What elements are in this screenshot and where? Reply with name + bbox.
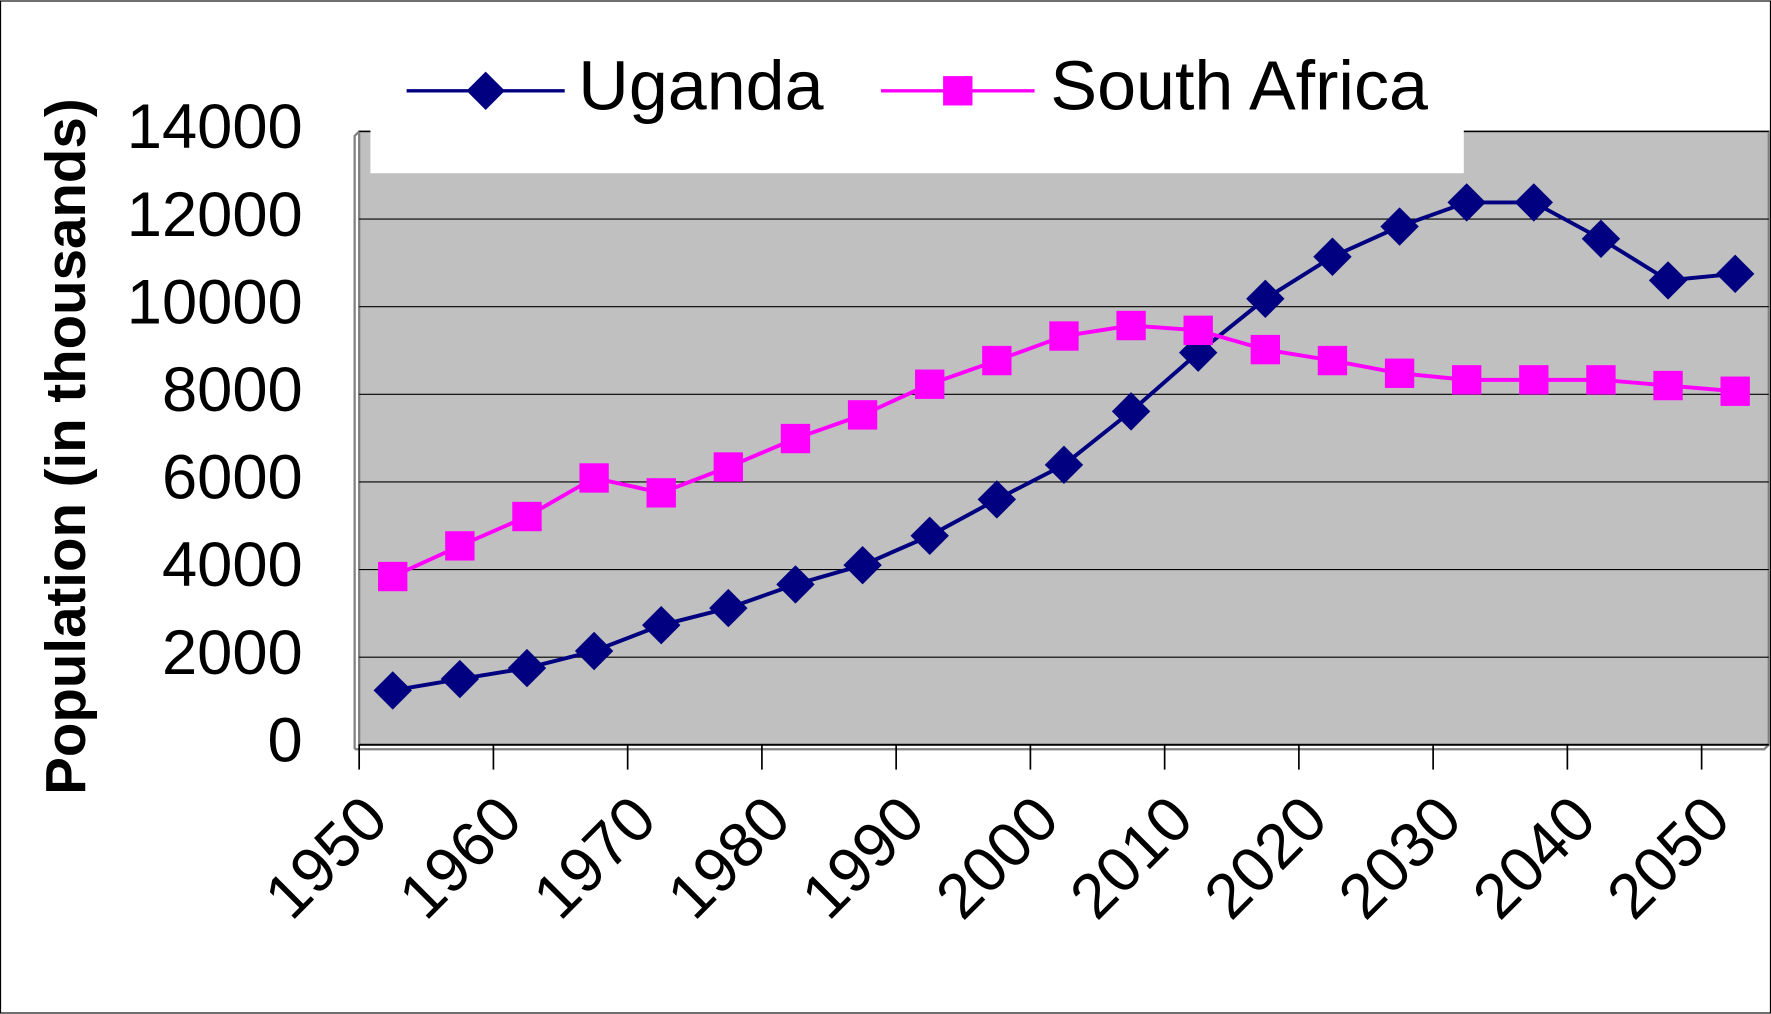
y-tick-label: 4000 <box>162 530 303 600</box>
data-point <box>1044 445 1084 485</box>
data-point <box>915 369 945 399</box>
data-point <box>378 561 408 592</box>
legend-box <box>370 2 1464 174</box>
y-tick-label: 12000 <box>127 180 303 250</box>
data-point <box>713 452 744 482</box>
data-point <box>1447 183 1486 222</box>
plot-area <box>358 130 1770 746</box>
data-point <box>574 631 614 671</box>
data-point <box>1246 279 1285 318</box>
data-point <box>780 423 811 454</box>
legend-marker <box>466 71 505 110</box>
data-point <box>1049 321 1079 351</box>
data-point <box>1380 207 1419 246</box>
data-point <box>1116 310 1146 341</box>
y-tick-label: 14000 <box>127 92 303 162</box>
plot-depth <box>354 743 1770 751</box>
data-point <box>1514 183 1554 222</box>
data-point <box>1586 365 1616 395</box>
data-point <box>373 671 412 710</box>
data-point <box>1519 365 1549 395</box>
y-tick-label: 8000 <box>162 355 303 425</box>
data-point <box>843 545 882 585</box>
data-point <box>1384 358 1415 388</box>
data-point <box>982 345 1012 376</box>
data-point <box>579 463 609 493</box>
data-point <box>1317 345 1348 376</box>
data-point <box>977 480 1017 519</box>
legend-marker <box>943 76 973 106</box>
data-point <box>642 605 681 645</box>
data-point <box>1581 219 1621 258</box>
data-point <box>776 565 815 604</box>
data-point <box>1111 392 1151 431</box>
data-point <box>1720 376 1750 406</box>
data-point <box>646 478 676 508</box>
y-tick-label: 10000 <box>127 267 303 337</box>
legend-label: South Africa <box>1050 46 1428 124</box>
data-point <box>512 501 542 532</box>
legend-label: Uganda <box>578 46 823 124</box>
data-point <box>709 588 748 628</box>
plot-depth <box>353 130 360 750</box>
data-point <box>1653 370 1683 401</box>
y-tick-label: 0 <box>268 705 303 775</box>
data-point <box>445 531 475 561</box>
data-point <box>440 659 480 699</box>
data-point <box>507 648 547 688</box>
data-point <box>1183 315 1213 346</box>
data-point <box>1250 334 1281 365</box>
data-point <box>1452 365 1482 395</box>
y-tick-label: 2000 <box>162 618 303 688</box>
data-point <box>1648 261 1688 300</box>
y-tick-label: 6000 <box>162 443 303 513</box>
data-point <box>847 400 878 430</box>
y-axis-label: Population (in thousands) <box>34 98 97 794</box>
